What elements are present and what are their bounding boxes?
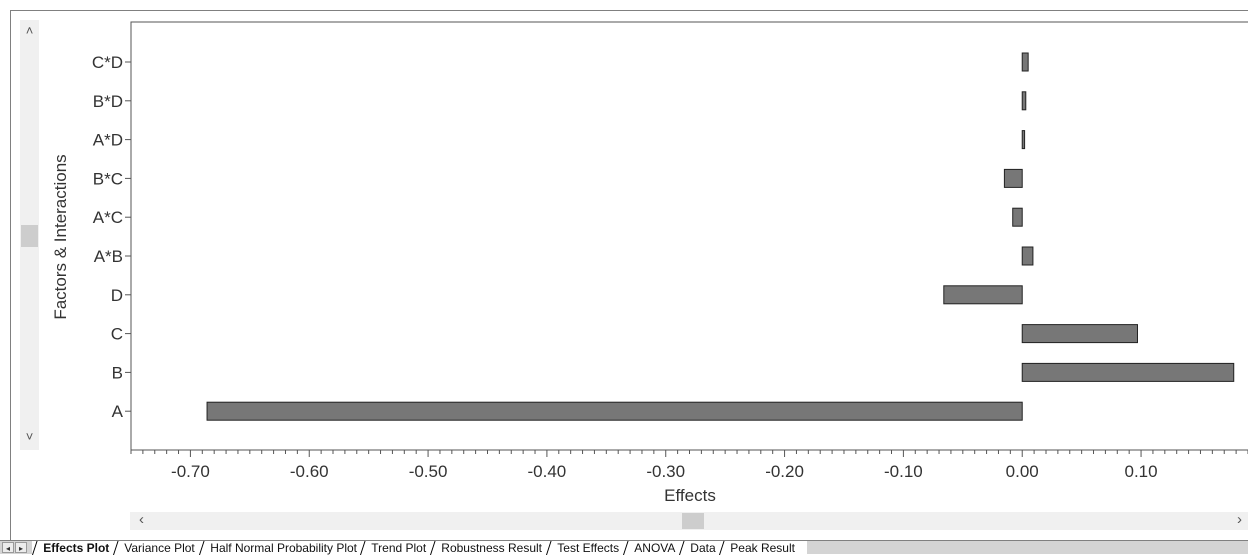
bar-c-d xyxy=(1021,52,1029,72)
triangle-right-icon[interactable]: ▸ xyxy=(15,542,27,553)
x-tick-label: -0.10 xyxy=(884,462,923,481)
bar-c xyxy=(1021,324,1138,344)
chevron-right-icon[interactable]: › xyxy=(1237,511,1242,528)
x-tick-label: -0.70 xyxy=(171,462,210,481)
tab-test-effects[interactable]: Test Effects xyxy=(545,541,628,555)
bar-a-b xyxy=(1021,246,1034,266)
vertical-scrollbar[interactable]: ˄ ˅ xyxy=(20,20,39,450)
y-tick-label: C*D xyxy=(92,53,123,72)
tab-variance-plot[interactable]: Variance Plot xyxy=(113,541,204,555)
tab-half-normal-probability-plot[interactable]: Half Normal Probability Plot xyxy=(198,541,365,555)
x-tick-label: -0.30 xyxy=(646,462,685,481)
bar-b xyxy=(1021,362,1235,382)
bar-a xyxy=(206,401,1023,421)
x-tick-label: -0.60 xyxy=(290,462,329,481)
vertical-scroll-thumb[interactable] xyxy=(21,225,38,247)
plot-area xyxy=(130,21,1248,451)
sheet-tab-bar: ◂ ▸ Effects Plot Variance Plot Half Norm… xyxy=(0,540,1248,555)
tab-data[interactable]: Data xyxy=(678,541,724,555)
chevron-up-icon[interactable]: ˄ xyxy=(25,23,34,38)
y-tick-label: A xyxy=(112,402,124,421)
y-tick-label: C xyxy=(111,325,123,344)
chevron-left-icon[interactable]: ‹ xyxy=(139,511,144,528)
x-tick-label: 0.10 xyxy=(1125,462,1158,481)
y-tick-label: B xyxy=(112,363,123,382)
y-tick-label: A*B xyxy=(94,247,123,266)
tab-robustness-result[interactable]: Robustness Result xyxy=(430,541,551,555)
tab-effects-plot[interactable]: Effects Plot xyxy=(32,541,118,555)
tab-list: Effects Plot Variance Plot Half Normal P… xyxy=(32,541,807,555)
horizontal-scroll-thumb[interactable] xyxy=(682,513,704,529)
tab-trend-plot[interactable]: Trend Plot xyxy=(360,541,435,555)
y-axis-label: Factors & Interactions xyxy=(51,154,70,319)
y-tick-label: D xyxy=(111,286,123,305)
bar-a-d xyxy=(1021,130,1026,150)
x-tick-label: 0.00 xyxy=(1006,462,1039,481)
bar-b-d xyxy=(1021,91,1027,111)
tab-peak-result[interactable]: Peak Result xyxy=(719,541,804,555)
y-tick-label: A*C xyxy=(93,208,123,227)
bar-a-c xyxy=(1012,207,1023,227)
bar-b-c xyxy=(1003,168,1023,188)
x-tick-label: -0.50 xyxy=(409,462,448,481)
x-axis-label: Effects xyxy=(664,486,716,505)
y-tick-label: A*D xyxy=(93,131,123,150)
x-tick-label: -0.20 xyxy=(765,462,804,481)
triangle-left-icon[interactable]: ◂ xyxy=(2,542,14,553)
bar-d xyxy=(943,285,1023,305)
tab-navigation: ◂ ▸ xyxy=(2,542,27,554)
chevron-down-icon[interactable]: ˅ xyxy=(25,429,34,444)
y-tick-label: B*C xyxy=(93,169,123,188)
horizontal-scrollbar[interactable]: ‹ › xyxy=(130,512,1248,530)
y-tick-label: B*D xyxy=(93,92,123,111)
x-tick-label: -0.40 xyxy=(528,462,567,481)
tab-anova[interactable]: ANOVA xyxy=(622,541,684,555)
